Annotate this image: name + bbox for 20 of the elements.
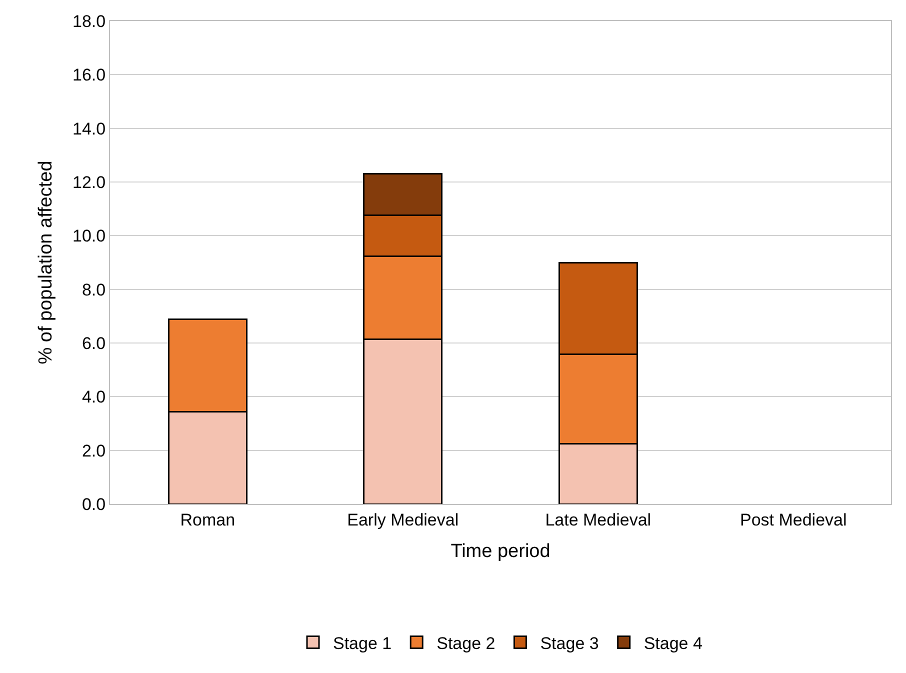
x-tick-label: Roman: [180, 510, 236, 530]
y-tick-label: 18.0: [72, 12, 106, 31]
y-tick-label: 16.0: [72, 66, 106, 85]
y-axis-title: % of population affected: [35, 160, 56, 364]
y-tick-label: 6.0: [82, 334, 106, 353]
legend-label: Stage 4: [644, 634, 702, 653]
x-tick-label: Early Medieval: [347, 510, 459, 530]
x-tick-label: Late Medieval: [545, 510, 652, 530]
y-tick-label: 8.0: [82, 280, 106, 300]
x-tick-label: Post Medieval: [740, 510, 847, 530]
legend-label: Stage 3: [540, 634, 599, 653]
y-tick-label: 10.0: [72, 226, 106, 246]
y-tick-label: 4.0: [82, 388, 106, 407]
y-tick-label: 0.0: [82, 494, 106, 514]
legend-label: Stage 1: [333, 634, 392, 653]
x-axis-title: Time period: [450, 541, 550, 562]
y-tick-label: 2.0: [82, 441, 106, 460]
y-tick-label: 12.0: [72, 172, 106, 192]
y-tick-label: 14.0: [72, 119, 106, 138]
legend-label: Stage 2: [436, 634, 496, 653]
